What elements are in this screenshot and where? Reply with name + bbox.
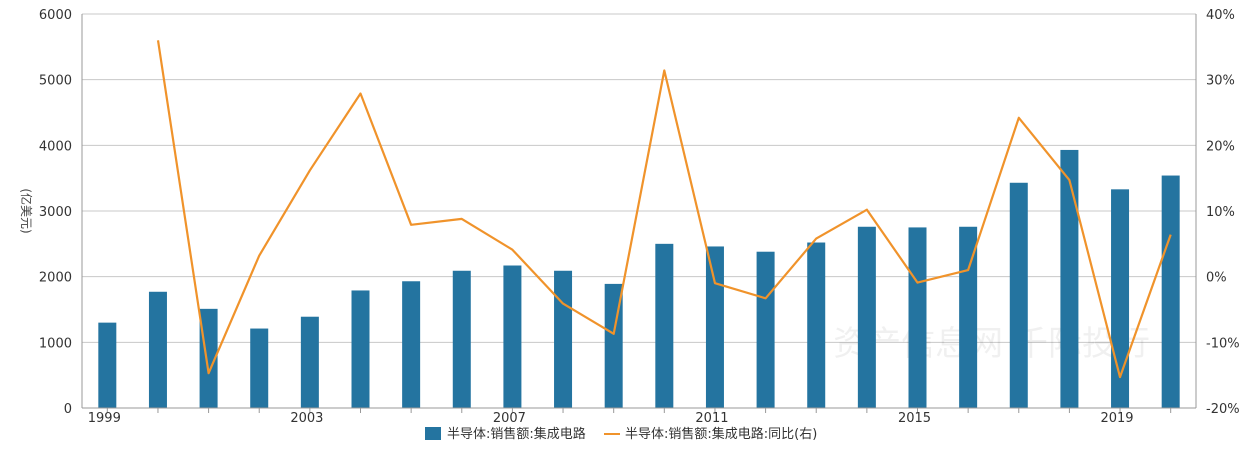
left-axis-tick-label: 2000 xyxy=(39,271,72,286)
bar xyxy=(1060,149,1079,408)
bar xyxy=(554,270,573,408)
bar xyxy=(250,328,269,408)
right-axis-tick-label: 10% xyxy=(1206,205,1235,220)
line-series xyxy=(156,40,1172,379)
watermark-text: 资产信息网 千际投行 xyxy=(833,324,1150,364)
right-axis-tick-label: -10% xyxy=(1206,336,1240,351)
x-axis-tick-label: 2015 xyxy=(898,411,931,426)
legend-label-bar: 半导体:销售额:集成电路 xyxy=(447,426,586,442)
left-axis-tick-label: 6000 xyxy=(39,8,72,23)
bar xyxy=(300,316,319,408)
bar xyxy=(98,322,117,408)
left-axis-tick-label: 5000 xyxy=(39,74,72,89)
x-axis-tick-label: 2007 xyxy=(493,411,526,426)
axes xyxy=(81,14,1197,409)
bar xyxy=(452,270,471,408)
left-axis-tick-label: 4000 xyxy=(39,139,72,154)
x-axis-tick-label: 2003 xyxy=(290,411,323,426)
right-axis-tick-label: 40% xyxy=(1206,8,1235,23)
bar xyxy=(199,308,218,408)
left-axis-tick-label: 3000 xyxy=(39,205,72,220)
bar xyxy=(148,291,167,408)
right-axis-tick-label: 20% xyxy=(1206,139,1235,154)
bar xyxy=(705,246,724,408)
x-axis-tick-label: 2019 xyxy=(1100,411,1133,426)
left-axis-ticks: 0 1000 2000 3000 4000 5000 6000 xyxy=(39,8,72,417)
x-axis-tick-label: 2011 xyxy=(695,411,728,426)
bar xyxy=(1111,189,1130,408)
bar xyxy=(807,242,826,408)
y-axis-label: (亿美元) xyxy=(19,188,34,233)
left-axis-tick-label: 1000 xyxy=(39,336,72,351)
bar xyxy=(503,265,522,408)
series-line xyxy=(156,40,1172,379)
bar xyxy=(351,290,370,408)
legend: 半导体:销售额:集成电路 半导体:销售额:集成电路:同比(右) xyxy=(425,426,817,442)
bar xyxy=(857,226,876,408)
right-axis-tick-label: 0% xyxy=(1206,271,1227,286)
right-axis-tick-label: -20% xyxy=(1206,402,1240,417)
bar xyxy=(1161,175,1180,408)
x-axis-tick-label: 1999 xyxy=(88,411,121,426)
legend-swatch-bar xyxy=(425,427,441,440)
bar xyxy=(1009,182,1028,408)
bar xyxy=(908,227,927,408)
right-axis-ticks: -20% -10% 0% 10% 20% 30% 40% xyxy=(1206,8,1240,417)
right-axis-tick-label: 30% xyxy=(1206,74,1235,89)
left-axis-tick-label: 0 xyxy=(64,402,72,417)
legend-label-line: 半导体:销售额:集成电路:同比(右) xyxy=(625,426,817,442)
bar xyxy=(756,251,775,408)
x-axis-ticks: 1999 2003 2007 2011 2015 2019 xyxy=(88,408,1172,426)
bar xyxy=(655,243,674,408)
bar xyxy=(402,281,421,408)
